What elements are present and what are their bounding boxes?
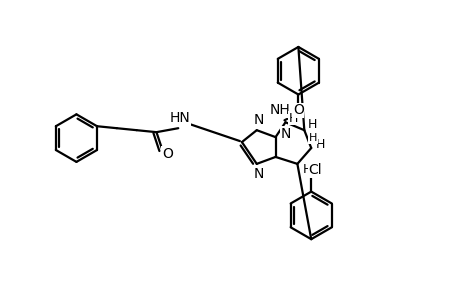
Text: H: H [308,133,317,143]
Text: H: H [307,118,316,131]
Text: N: N [280,127,290,141]
Text: N: N [253,167,263,181]
Text: Cl: Cl [308,163,321,177]
Text: H: H [315,138,324,151]
Text: H: H [288,112,297,125]
Text: O: O [162,147,173,161]
Text: HN: HN [169,111,190,125]
Text: H: H [302,163,311,176]
Text: NH: NH [269,103,289,117]
Text: N: N [253,113,263,127]
Text: O: O [292,103,303,117]
